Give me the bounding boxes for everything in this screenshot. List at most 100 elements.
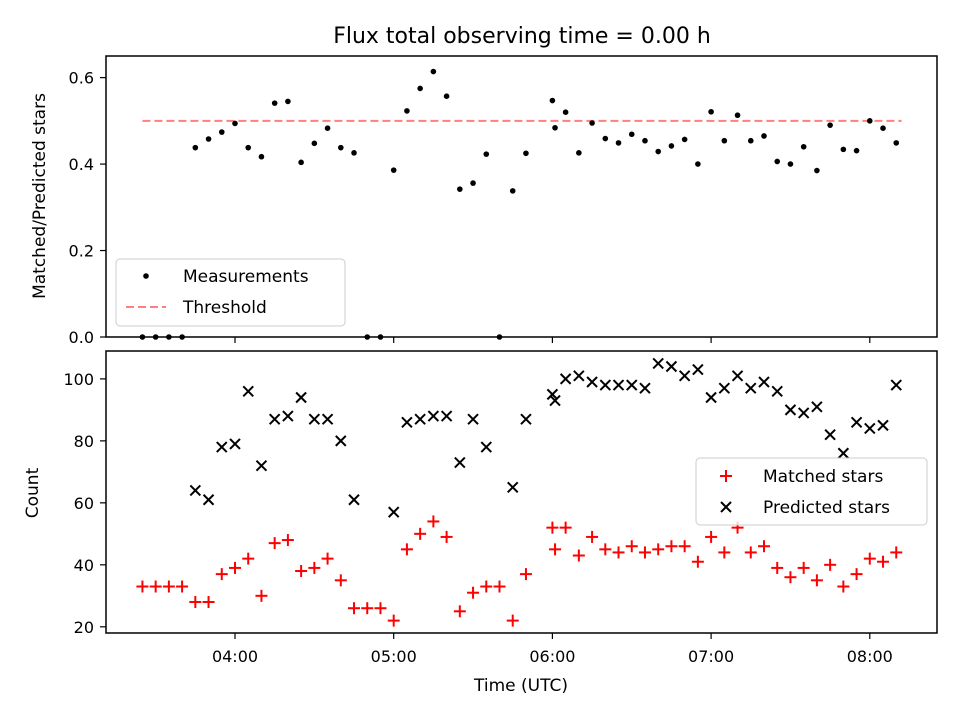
measurement-point bbox=[232, 120, 238, 127]
matched-point bbox=[400, 543, 413, 556]
matched-point bbox=[784, 571, 797, 584]
predicted-point bbox=[771, 385, 783, 397]
top-legend: Measurements Threshold bbox=[115, 258, 346, 327]
predicted-point bbox=[549, 394, 561, 407]
measurement-point bbox=[893, 140, 900, 146]
measurement-point bbox=[430, 68, 437, 75]
top-axes-frame bbox=[105, 55, 938, 338]
predicted-point bbox=[665, 360, 678, 373]
bottom-y-tick-label: 60 bbox=[74, 494, 94, 513]
predicted-point bbox=[427, 410, 440, 422]
predicted-point bbox=[268, 413, 281, 425]
top-legend-box bbox=[115, 258, 346, 327]
matched-point bbox=[546, 521, 559, 534]
matched-point bbox=[374, 602, 387, 615]
predicted-point bbox=[824, 428, 836, 441]
legend-threshold-label: Threshold bbox=[182, 298, 267, 318]
measurement-point bbox=[774, 158, 781, 165]
top-y-tick-label: 0.6 bbox=[69, 69, 94, 88]
matched-point bbox=[242, 552, 255, 565]
matched-point bbox=[321, 552, 334, 565]
top-y-tick-label: 0.2 bbox=[69, 242, 94, 261]
bottom-y-tick-label: 40 bbox=[74, 556, 94, 575]
predicted-point bbox=[189, 484, 202, 497]
predicted-point bbox=[639, 382, 651, 394]
matched-point bbox=[440, 530, 453, 543]
measurement-point bbox=[205, 136, 212, 142]
measurement-point bbox=[562, 109, 569, 115]
top-x-ticks bbox=[234, 337, 871, 343]
matched-point bbox=[559, 521, 572, 534]
measurement-point bbox=[245, 144, 252, 151]
bottom-y-axis-label: Count bbox=[23, 467, 43, 518]
predicted-point bbox=[811, 401, 823, 413]
matched-point bbox=[162, 580, 175, 593]
bottom-y-tick-label: 100 bbox=[63, 370, 94, 389]
matched-point bbox=[824, 558, 837, 571]
matched-point bbox=[863, 552, 876, 565]
predicted-point bbox=[480, 441, 492, 453]
measurement-point bbox=[655, 148, 661, 155]
matched-point bbox=[453, 605, 466, 618]
matched-point bbox=[612, 546, 625, 559]
predicted-point bbox=[692, 363, 704, 376]
matched-point bbox=[229, 561, 241, 574]
matched-point bbox=[414, 527, 427, 540]
bottom-legend: Matched stars Predicted stars bbox=[695, 457, 928, 526]
matched-point bbox=[136, 580, 149, 593]
legend-matched-label: Matched stars bbox=[763, 467, 883, 487]
matched-point bbox=[810, 574, 823, 587]
predicted-point bbox=[678, 370, 691, 382]
matched-point bbox=[652, 543, 665, 556]
predicted-point bbox=[295, 391, 307, 404]
matched-point bbox=[506, 614, 519, 627]
predicted-point bbox=[335, 435, 347, 447]
measurement-point bbox=[602, 135, 609, 142]
measurement-point bbox=[827, 122, 833, 128]
predicted-point bbox=[652, 357, 664, 370]
bottom-panel: 20 40 60 80 100 04:00 05:00 06:00 07:00 08:00 Co… bbox=[23, 350, 938, 696]
predicted-point bbox=[401, 416, 413, 428]
predicted-point bbox=[321, 413, 334, 425]
legend-predicted-marker bbox=[720, 501, 732, 513]
predicted-point bbox=[626, 379, 638, 391]
measurement-point bbox=[615, 140, 622, 146]
matched-point bbox=[665, 540, 678, 553]
predicted-point bbox=[467, 413, 479, 425]
measurement-point bbox=[192, 144, 199, 151]
predicted-point bbox=[454, 456, 466, 469]
predicted-point bbox=[586, 376, 598, 388]
predicted-point bbox=[850, 416, 863, 428]
measurement-point bbox=[747, 137, 754, 144]
measurement-point bbox=[552, 124, 558, 131]
measurement-point bbox=[695, 161, 701, 167]
measurement-point bbox=[853, 147, 860, 154]
measurement-point bbox=[589, 120, 595, 126]
measurement-point bbox=[218, 129, 225, 135]
matched-point bbox=[176, 580, 189, 593]
matched-point bbox=[678, 540, 691, 553]
matched-point bbox=[638, 546, 651, 559]
measurement-point bbox=[351, 150, 357, 156]
measurement-point bbox=[721, 137, 728, 144]
predicted-point bbox=[242, 385, 254, 397]
predicted-point bbox=[229, 438, 241, 450]
legend-measurements-marker bbox=[143, 273, 149, 279]
measurement-point bbox=[390, 167, 397, 173]
predicted-point bbox=[731, 370, 744, 382]
measurement-point bbox=[311, 140, 318, 147]
bottom-plot-area bbox=[136, 357, 903, 627]
measurement-point bbox=[708, 108, 714, 115]
measurement-point bbox=[549, 97, 556, 104]
matched-point bbox=[334, 574, 347, 587]
measurement-point bbox=[258, 153, 265, 160]
predicted-point bbox=[348, 494, 360, 506]
matched-point bbox=[586, 530, 599, 543]
measurement-point bbox=[338, 144, 344, 151]
bottom-x-ticks: 04:00 05:00 06:00 07:00 08:00 bbox=[212, 633, 893, 666]
measurement-point bbox=[324, 125, 331, 131]
x-axis-label: Time (UTC) bbox=[473, 676, 568, 696]
measurement-point bbox=[483, 151, 490, 157]
matched-point bbox=[599, 543, 612, 556]
